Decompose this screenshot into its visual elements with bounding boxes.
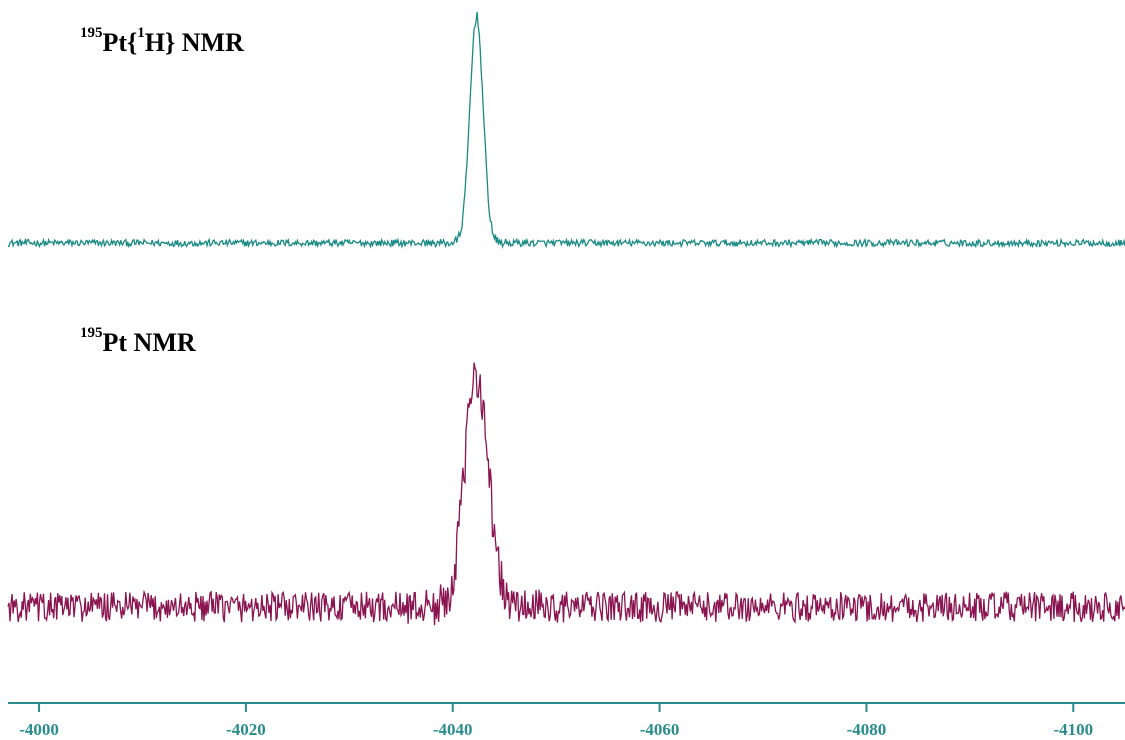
x-tick-label: -4000 (19, 720, 59, 739)
x-tick-label: -4100 (1053, 720, 1093, 739)
x-tick-label: -4040 (433, 720, 473, 739)
series-label-proton-decoupled: 195Pt{1H} NMR (80, 25, 244, 57)
x-axis-ticks: -4000 -4020 -4040 -4060 -4080 -4100 (19, 703, 1093, 739)
x-tick-label: -4060 (640, 720, 680, 739)
x-tick-label: -4080 (847, 720, 887, 739)
spectrum-trace-proton-decoupled (8, 11, 1125, 249)
spectrum-trace-coupled (7, 362, 1125, 626)
series-label-coupled: 195Pt NMR (80, 325, 196, 357)
x-tick-label: -4020 (226, 720, 266, 739)
